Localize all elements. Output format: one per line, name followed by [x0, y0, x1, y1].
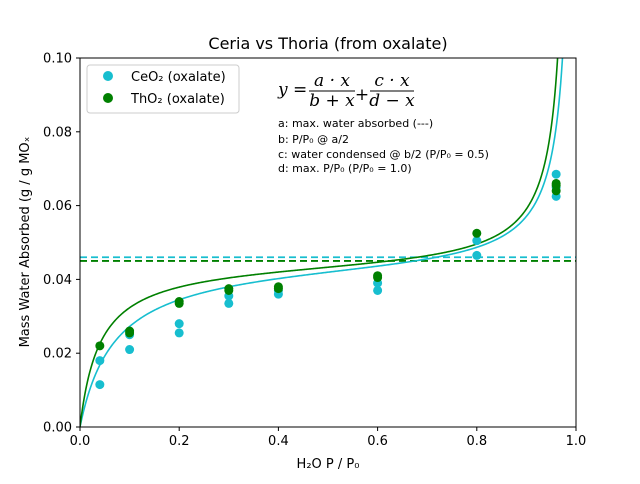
data-point — [125, 326, 135, 336]
legend-label-tho2: ThO₂ (oxalate) — [130, 92, 225, 107]
y-tick-label: 0.00 — [43, 421, 72, 436]
data-points — [95, 169, 561, 390]
data-point — [95, 356, 105, 366]
x-tick-label: 0.6 — [367, 434, 388, 449]
legend-marker-tho2 — [103, 93, 113, 103]
data-point — [174, 328, 184, 338]
max-absorption-lines — [80, 256, 576, 262]
data-point — [472, 236, 482, 246]
data-point — [125, 345, 135, 355]
legend-marker-ceo2 — [103, 71, 113, 81]
x-tick-label: 0.0 — [70, 434, 91, 449]
equation-lhs: y = — [277, 80, 307, 100]
data-point — [95, 341, 105, 351]
data-point — [373, 271, 383, 281]
data-point — [224, 284, 234, 294]
fit-curve — [80, 58, 564, 427]
annotation-b: b: P/P₀ @ a/2 — [278, 133, 349, 146]
y-tick-label: 0.04 — [43, 273, 72, 288]
equation-term1-numerator: a · x — [314, 71, 350, 91]
data-point — [551, 178, 561, 188]
equation-term1-denominator: b + x — [309, 91, 355, 111]
y-tick-label: 0.10 — [43, 52, 72, 67]
data-point — [95, 380, 105, 390]
data-point — [174, 319, 184, 329]
data-point — [472, 228, 482, 238]
y-tick-label: 0.06 — [43, 199, 72, 214]
equation-term2-denominator: d − x — [369, 91, 415, 111]
data-point — [472, 250, 482, 260]
axes-frame — [79, 57, 577, 428]
equation-plus: + — [355, 85, 369, 105]
equation-term2-numerator: c · x — [374, 71, 410, 91]
y-axis-label: Mass Water Absorbed (g / g MOₓ — [18, 136, 33, 347]
y-tick-label: 0.02 — [43, 347, 72, 362]
data-point — [551, 169, 561, 179]
data-point — [224, 298, 234, 308]
y-axis-ticks: 0.00 0.02 0.04 0.06 0.08 0.10 — [43, 52, 80, 436]
plot-area — [80, 58, 576, 427]
x-tick-label: 0.2 — [169, 434, 190, 449]
x-tick-label: 1.0 — [566, 434, 587, 449]
x-axis-label: H₂O P / P₀ — [297, 457, 360, 472]
chart-title: Ceria vs Thoria (from oxalate) — [208, 34, 447, 53]
legend-label-ceo2: CeO₂ (oxalate) — [131, 70, 226, 85]
x-tick-label: 0.4 — [268, 434, 289, 449]
data-point — [373, 285, 383, 295]
fit-equation: y = a · x b + x + c · x d − x — [277, 71, 415, 111]
legend: CeO₂ (oxalate) ThO₂ (oxalate) — [86, 64, 240, 114]
y-tick-label: 0.08 — [43, 125, 72, 140]
data-point — [273, 282, 283, 292]
legend-box — [86, 64, 240, 114]
x-tick-label: 0.8 — [466, 434, 487, 449]
annotation-a: a: max. water absorbed (---) — [278, 117, 433, 130]
parameter-annotations: a: max. water absorbed (---) b: P/P₀ @ a… — [278, 117, 489, 175]
x-axis-ticks: 0.0 0.2 0.4 0.6 0.8 1.0 — [70, 427, 587, 449]
annotation-c: c: water condensed @ b/2 (P/P₀ = 0.5) — [278, 148, 489, 161]
annotation-d: d: max. P/P₀ (P/P₀ = 1.0) — [278, 162, 412, 175]
data-point — [174, 297, 184, 307]
